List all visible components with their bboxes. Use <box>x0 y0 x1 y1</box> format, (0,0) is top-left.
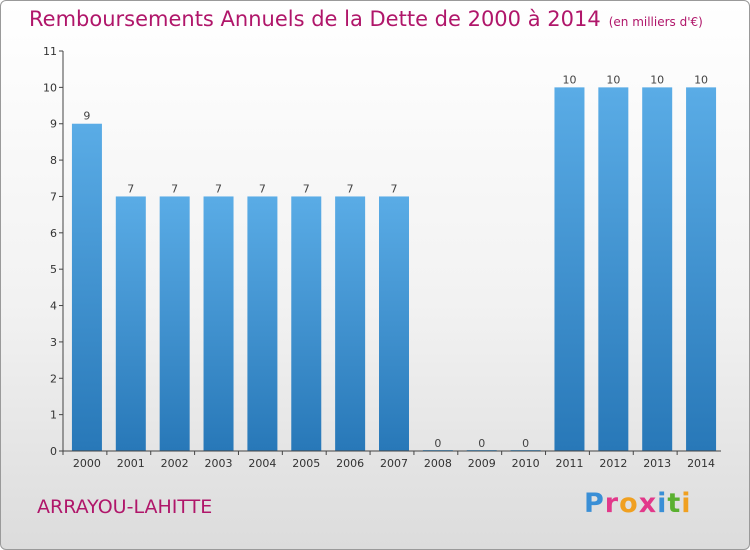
x-axis: 2000 2001 2002 2003 2004 2005 2006 2007 2008 2009… <box>62 450 721 470</box>
x-tick-label: 2002 <box>161 457 189 470</box>
bar <box>554 87 585 451</box>
bar <box>159 196 190 451</box>
bar-value-label: 10 <box>650 73 664 86</box>
x-tick-label: 2013 <box>643 457 671 470</box>
x-tick-label: 2010 <box>512 457 540 470</box>
logo-letter: i <box>657 488 668 519</box>
bar-value-label: 0 <box>434 437 441 450</box>
y-tick-label: 8 <box>50 154 57 167</box>
bar-value-label: 10 <box>562 73 576 86</box>
bar <box>247 196 278 451</box>
x-tick-label: 2004 <box>248 457 276 470</box>
y-tick-label: 11 <box>43 45 57 58</box>
bar <box>203 196 234 451</box>
x-tick-label: 2003 <box>205 457 233 470</box>
bar <box>115 196 146 451</box>
bar-value-label: 10 <box>694 73 708 86</box>
x-tick-label: 2011 <box>555 457 583 470</box>
chart-title-text: Remboursements Annuels de la Dette de 20… <box>29 7 601 31</box>
bar-value-label: 7 <box>259 182 266 195</box>
y-axis: 0 1 2 3 4 5 6 7 8 9 10 11 <box>43 45 64 458</box>
city-name: ARRAYOU-LAHITTE <box>37 496 213 518</box>
bar <box>598 87 629 451</box>
bar <box>335 196 366 451</box>
bar-value-label: 7 <box>391 182 398 195</box>
y-tick-label: 3 <box>50 336 57 349</box>
proxiti-logo: Proxiti <box>584 488 692 519</box>
logo-letter: r <box>604 488 620 519</box>
bar-value-label: 0 <box>522 437 529 450</box>
logo-letter: P <box>584 488 605 519</box>
y-tick-label: 5 <box>50 263 57 276</box>
x-tick-label: 2009 <box>468 457 496 470</box>
x-tick-label: 2001 <box>117 457 145 470</box>
y-tick-label: 10 <box>43 81 57 94</box>
bar-value-label: 7 <box>215 182 222 195</box>
x-tick-label: 2005 <box>292 457 320 470</box>
bar-value-label: 9 <box>83 110 90 123</box>
x-tick-label: 2007 <box>380 457 408 470</box>
x-tick-label: 2006 <box>336 457 364 470</box>
logo-letter: t <box>667 488 682 519</box>
bar <box>71 123 102 452</box>
y-tick-label: 4 <box>50 300 57 313</box>
y-tick-label: 2 <box>50 372 57 385</box>
bar <box>686 87 717 451</box>
bar <box>291 196 322 451</box>
bar-value-label: 7 <box>127 182 134 195</box>
bar-series: 9 7 7 7 7 7 7 7 0 0 0 10 10 10 10 <box>71 73 717 452</box>
x-tick-label: 2008 <box>424 457 452 470</box>
bar <box>379 196 409 451</box>
bar-value-label: 7 <box>347 182 354 195</box>
y-tick-label: 1 <box>50 409 57 422</box>
y-tick-label: 9 <box>50 118 57 131</box>
x-tick-label: 2012 <box>599 457 627 470</box>
logo-letter: x <box>638 488 658 519</box>
y-tick-label: 6 <box>50 227 57 240</box>
chart-title: Remboursements Annuels de la Dette de 20… <box>29 7 703 31</box>
logo-letter: i <box>681 488 692 519</box>
logo-letter: o <box>619 488 639 519</box>
bar-value-label: 0 <box>478 437 485 450</box>
bar-value-label: 7 <box>171 182 178 195</box>
bar-value-label: 10 <box>606 73 620 86</box>
y-tick-label: 0 <box>50 445 57 458</box>
x-tick-label: 2014 <box>687 457 715 470</box>
bar <box>642 87 673 451</box>
y-tick-label: 7 <box>50 190 57 203</box>
x-tick-label: 2000 <box>73 457 101 470</box>
chart-unit-note: (en milliers d'€) <box>608 15 703 29</box>
bar-value-label: 7 <box>303 182 310 195</box>
